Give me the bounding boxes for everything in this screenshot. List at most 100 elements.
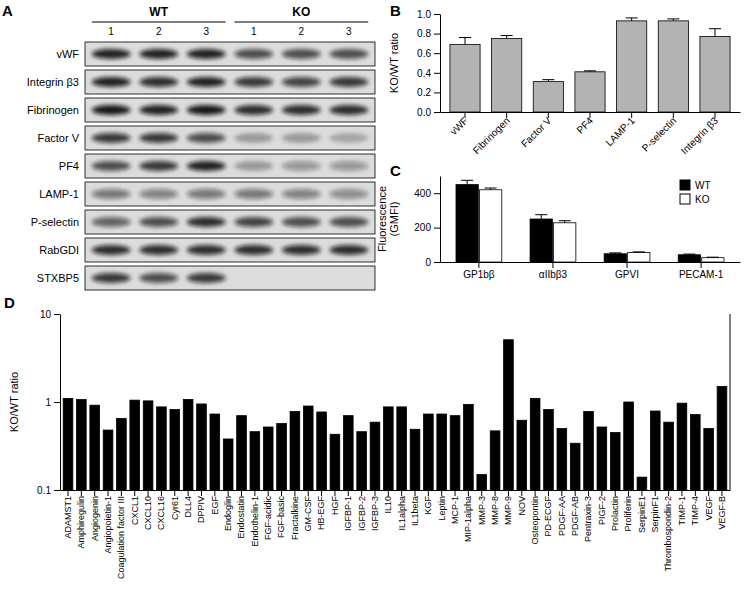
bar (575, 72, 605, 112)
band (139, 161, 178, 171)
group-label: WT (149, 5, 168, 19)
x-tick-mark (148, 490, 149, 496)
x-tick-mark (468, 490, 469, 496)
error-stem (715, 29, 716, 37)
bar (610, 433, 620, 490)
plot-area (456, 180, 724, 262)
x-tick-label: Leptin (437, 496, 447, 521)
lane-label: 1 (251, 26, 257, 37)
x-tick: SerpinE1 (637, 490, 647, 533)
x-tick-label: Coagulation factor III (116, 496, 126, 579)
y-tick-mark (434, 228, 440, 229)
x-tick-label: EGF (210, 496, 220, 515)
x-tick-mark (308, 490, 309, 496)
x-tick-mark (478, 262, 479, 268)
panel-label: C (390, 162, 401, 179)
x-tick-label: HB-EGF (316, 496, 326, 531)
bar (477, 475, 487, 490)
row-label: vWF (56, 48, 79, 60)
error-bar (709, 29, 721, 37)
bar-chart-panel: C0200400GP1bβαIIbβ3GPVIPECAM-1Fluorescen… (376, 162, 741, 280)
panel-label: B (390, 2, 401, 19)
x-tick: Factor V (519, 112, 554, 149)
y-tick-mark (434, 262, 440, 263)
x-tick: Endothelin-1 (250, 490, 260, 547)
x-tick-label: IGFBP-1 (343, 496, 353, 531)
x-tick: Cyr61 (170, 490, 180, 520)
bar (664, 422, 674, 490)
x-tick-mark (521, 490, 522, 496)
band (139, 189, 178, 199)
x-tick: VEGF (704, 490, 714, 521)
x-tick: αIIbβ3 (539, 262, 568, 280)
x-tick-label: PDGF-AB (570, 496, 580, 536)
y-axis: 0200400 (414, 177, 440, 268)
y-tick-label: 0.4 (417, 68, 431, 79)
bar (504, 340, 514, 490)
legend-label: WT (695, 180, 711, 191)
x-tick-label: TIMP-4 (690, 496, 700, 526)
x-tick-mark (495, 490, 496, 496)
bar (530, 398, 540, 490)
error-bar (584, 70, 596, 72)
x-tick-label: FGF-acidic (263, 496, 273, 541)
x-tick: TIMP-1 (677, 490, 687, 526)
bar (143, 401, 153, 490)
x-tick: PIGF-2 (597, 490, 607, 525)
band (92, 189, 131, 199)
x-tick-label: Cyr61 (170, 496, 180, 520)
y-tick: 0.8 (417, 28, 440, 39)
x-tick-mark (508, 490, 509, 496)
row-label: LAMP-1 (39, 188, 79, 200)
y-tick-label: 0.6 (417, 48, 431, 59)
x-tick-label: DLL4 (183, 496, 193, 518)
bar (702, 258, 724, 262)
error-bar (485, 188, 497, 190)
band (282, 245, 321, 255)
bar (397, 407, 407, 490)
bar (157, 407, 167, 490)
band (139, 77, 178, 87)
error-cap (535, 214, 547, 215)
y-axis: 0.1110 (37, 309, 60, 496)
x-tick-label: VEGF-B (717, 496, 727, 530)
x-tick: CXCL1 (130, 490, 140, 525)
y-tick: 0.6 (417, 48, 440, 59)
bar (624, 402, 634, 490)
error-bar (459, 38, 471, 45)
error-cap (709, 28, 721, 29)
x-tick-mark (415, 490, 416, 496)
x-tick-mark (627, 262, 628, 268)
x-tick-mark (441, 490, 442, 496)
y-axis-title: Fluorescence (376, 186, 388, 252)
error-cap (459, 37, 471, 38)
x-tick-label: Angiopoietin-1 (103, 496, 113, 554)
x-tick-mark (641, 490, 642, 496)
y-tick-mark (434, 92, 440, 93)
legend-label: KO (695, 194, 710, 205)
x-tick-label: Factor V (519, 115, 554, 150)
bar (700, 37, 730, 112)
blot-strip (85, 70, 375, 94)
x-tick: FGF-acidic (263, 490, 273, 540)
error-cap (667, 18, 679, 19)
x-tick: VEGF-B (717, 490, 727, 530)
x-tick-label: Prolactin (610, 496, 620, 531)
bar (330, 434, 340, 490)
x-tick-mark (161, 490, 162, 496)
x-tick: Angiopoietin-1 (103, 490, 113, 554)
x-tick: IGFBP-3 (370, 490, 380, 531)
band (187, 189, 226, 199)
band (234, 49, 273, 59)
y-tick: 0.0 (417, 107, 440, 118)
x-tick-mark (506, 112, 507, 118)
x-tick-label: Fractalkine (290, 496, 300, 540)
x-tick: MMP-8 (490, 490, 500, 525)
band (234, 273, 273, 283)
x-tick-label: GPVI (615, 269, 639, 280)
band (139, 217, 178, 227)
bar (554, 223, 576, 262)
x-tick-mark (428, 490, 429, 496)
plot-area (450, 18, 730, 112)
band (92, 245, 131, 255)
